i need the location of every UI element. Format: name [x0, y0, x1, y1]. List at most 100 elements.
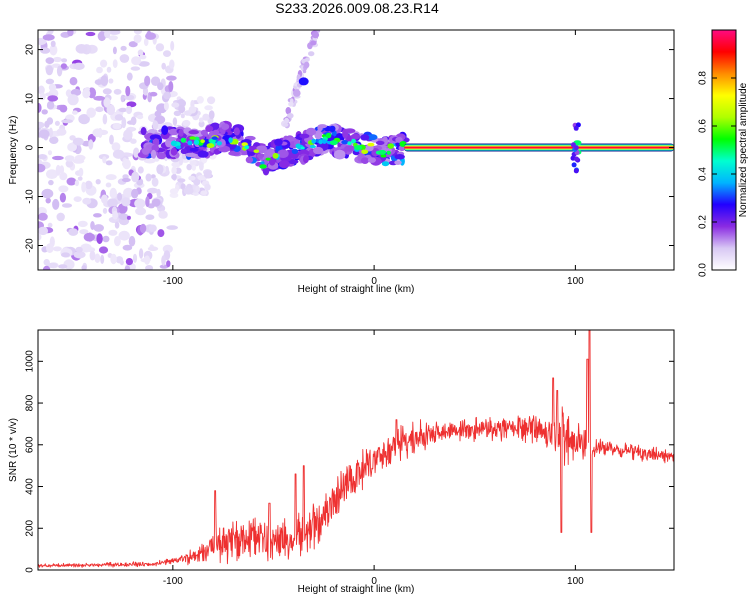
noise-speckle — [102, 156, 107, 164]
noise-speckle — [39, 92, 46, 101]
noise-speckle — [102, 207, 108, 214]
noise-speckle — [120, 45, 127, 51]
noise-speckle — [47, 30, 54, 35]
noise-speckle — [93, 213, 102, 218]
noise-speckle — [68, 228, 79, 236]
noise-speckle — [56, 65, 63, 77]
noise-speckle — [60, 63, 67, 69]
noise-speckle — [151, 198, 161, 207]
noise-speckle — [55, 164, 61, 176]
noise-speckle — [159, 264, 169, 269]
noise-speckle — [171, 166, 177, 175]
noise-speckle — [82, 88, 91, 99]
noise-speckle — [202, 113, 210, 121]
ridge-core — [175, 145, 181, 149]
ridge-blob — [168, 128, 179, 136]
noise-speckle — [38, 85, 45, 95]
ridge-blob — [149, 134, 162, 141]
noise-speckle — [189, 160, 197, 166]
noise-speckle — [38, 102, 42, 113]
ridge-blob — [205, 125, 214, 132]
noise-speckle — [105, 174, 117, 181]
noise-speckle — [151, 177, 159, 187]
ridge-blob — [573, 145, 579, 151]
ridge-blob — [303, 155, 309, 164]
noise-speckle — [105, 160, 113, 166]
branch-speckle — [285, 107, 292, 115]
noise-speckle — [112, 122, 122, 130]
ridge-blob — [313, 146, 324, 155]
noise-speckle — [118, 213, 129, 220]
ridge-core — [311, 138, 317, 144]
ridge-blob — [140, 127, 147, 136]
noise-speckle — [78, 114, 90, 125]
noise-speckle — [45, 65, 54, 76]
noise-speckle — [88, 139, 94, 150]
noise-speckle — [112, 46, 117, 55]
noise-speckle — [154, 110, 162, 117]
band-core — [404, 146, 674, 149]
noise-speckle — [67, 94, 79, 106]
noise-speckle — [73, 251, 86, 259]
ridge-blob — [329, 125, 336, 132]
ridge-blob — [344, 128, 356, 133]
noise-speckle — [105, 182, 112, 188]
snr-y-ticks: 0 200 400 600 800 1000 — [25, 350, 674, 573]
ridge-blob — [573, 125, 579, 131]
noise-speckle — [133, 30, 142, 35]
noise-speckle — [204, 183, 211, 191]
snr-y-tick-label: 400 — [25, 478, 36, 495]
noise-speckle — [118, 230, 130, 241]
noise-speckle — [112, 149, 125, 159]
noise-speckle — [125, 105, 133, 115]
noise-speckle — [177, 178, 186, 183]
heatmap-x-tick-label: 0 — [371, 276, 377, 287]
noise-speckle — [121, 177, 131, 183]
noise-speckle — [72, 110, 78, 115]
ridge-core — [347, 141, 352, 146]
ridge-blob — [573, 168, 579, 174]
branch-speckle — [283, 122, 289, 127]
noise-speckle — [92, 128, 103, 138]
ridge-core — [386, 150, 391, 155]
branch-speckle — [287, 113, 294, 119]
ridge-core — [200, 139, 205, 144]
noise-speckle — [78, 167, 84, 177]
noise-speckle — [195, 185, 200, 193]
noise-speckle — [120, 94, 125, 103]
noise-speckle — [207, 96, 216, 105]
noise-speckle — [161, 255, 166, 266]
ridge-blob — [189, 147, 199, 152]
colorbar-ticks: 0.0 0.2 0.4 0.6 0.8 — [698, 71, 736, 277]
noise-speckle — [106, 66, 112, 73]
noise-speckle — [85, 31, 96, 37]
noise-speckle — [64, 155, 75, 162]
ridge-blob — [361, 157, 369, 165]
noise-speckle — [178, 105, 186, 114]
colorbar: 0.0 0.2 0.4 0.6 0.8 Normalized spectral ampl… — [698, 29, 749, 277]
noise-speckle — [104, 30, 111, 39]
ridge-core — [341, 140, 349, 145]
noise-speckle — [110, 253, 117, 265]
ridge-blob — [375, 140, 385, 145]
branch-speckle — [302, 69, 307, 74]
noise-speckle — [136, 114, 144, 120]
snr-y-tick-label: 0 — [25, 567, 36, 573]
noise-speckle — [130, 66, 141, 71]
ridge-core — [265, 157, 271, 161]
noise-speckle — [113, 88, 122, 95]
ridge-core — [354, 145, 362, 151]
noise-speckle — [123, 187, 134, 198]
ridge-core — [318, 139, 323, 145]
snr-x-axis-label: Height of straight line (km) — [298, 584, 415, 595]
noise-speckle — [145, 214, 155, 220]
noise-speckle — [203, 170, 212, 179]
noise-speckle — [139, 223, 147, 234]
noise-speckle — [180, 113, 185, 119]
ridge-blob — [394, 154, 405, 160]
ridge-blob — [213, 148, 220, 155]
snr-y-tick-label: 800 — [25, 394, 36, 411]
ridge-blob — [161, 125, 169, 136]
noise-speckle — [131, 188, 139, 199]
noise-speckle — [115, 256, 124, 264]
